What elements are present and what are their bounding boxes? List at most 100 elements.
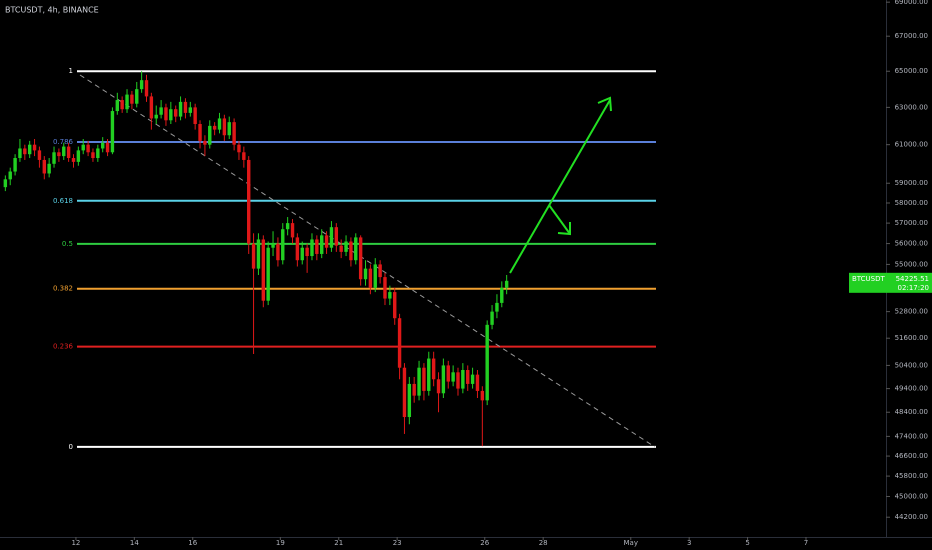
- price-label-box: [849, 272, 932, 293]
- candle-body: [354, 237, 358, 261]
- fib-label: 0.236: [53, 343, 74, 351]
- candle-body: [290, 223, 295, 238]
- candle-body: [261, 239, 266, 301]
- candle-body: [139, 80, 144, 90]
- candle-body: [485, 324, 489, 401]
- candle-body: [18, 148, 22, 159]
- x-tick-label: 28: [539, 539, 548, 547]
- candle-body: [276, 243, 280, 261]
- fib-label: 1: [69, 67, 73, 75]
- candle-body: [37, 150, 42, 160]
- x-tick-label: 3: [687, 539, 691, 547]
- candle-body: [110, 111, 115, 153]
- x-tick-label: 7: [804, 539, 808, 547]
- candle-body: [62, 146, 66, 157]
- arrow-up: [509, 96, 612, 274]
- candle-body: [310, 239, 314, 257]
- candle-body: [120, 100, 124, 110]
- candle-body: [91, 152, 95, 159]
- candle-body: [315, 239, 319, 254]
- candle-body: [100, 142, 105, 149]
- candle-body: [27, 144, 32, 155]
- candle-body: [32, 144, 37, 151]
- candle-body: [339, 245, 343, 252]
- candle-body: [222, 118, 227, 136]
- candle-body: [178, 101, 183, 117]
- candle-body: [188, 107, 193, 113]
- candle-body: [475, 374, 480, 391]
- y-tick-label: 52800.00: [895, 308, 928, 316]
- candle-body: [281, 229, 285, 261]
- candle-body: [251, 243, 256, 269]
- fib-label: 0.382: [53, 285, 73, 293]
- x-tick-label: 5: [745, 539, 749, 547]
- candle-body: [42, 159, 47, 174]
- candle-body: [500, 287, 504, 303]
- x-tick-label: 26: [480, 539, 489, 547]
- candle-body: [329, 227, 334, 248]
- symbol-label: BTCUSDT: [852, 275, 886, 283]
- candle-body: [266, 247, 270, 301]
- candle-body: [393, 292, 397, 319]
- x-tick-label: 19: [276, 539, 285, 547]
- x-tick-label: 16: [188, 539, 197, 547]
- candle-body: [149, 96, 154, 119]
- candle-body: [3, 179, 8, 188]
- candle-body: [76, 150, 81, 162]
- candle-body: [441, 365, 446, 394]
- y-tick-label: 65000.00: [895, 67, 928, 75]
- candle-body: [193, 107, 197, 125]
- y-tick-label: 55000.00: [895, 260, 928, 268]
- candle-body: [344, 241, 348, 252]
- candle-body: [431, 358, 436, 380]
- candle-body: [417, 367, 421, 396]
- candle-body: [256, 239, 261, 269]
- candle-body: [164, 107, 168, 121]
- y-tick-label: 44200.00: [895, 513, 928, 521]
- candle-body: [451, 372, 455, 382]
- candle-body: [86, 144, 90, 153]
- candle-body: [305, 247, 309, 257]
- candle-body: [57, 152, 61, 157]
- candle-body: [96, 148, 100, 159]
- candle-body: [295, 237, 300, 261]
- candle-body: [383, 277, 387, 299]
- x-tick-label: 14: [130, 539, 139, 547]
- candle-body: [427, 358, 431, 391]
- y-tick-label: 47400.00: [895, 432, 928, 440]
- y-tick-label: 48400.00: [895, 408, 928, 416]
- axes: 69000.00 67000.00 65000.00 63000.00 61000.00…: [71, 0, 932, 547]
- candle-body: [461, 370, 465, 389]
- candle-body: [203, 140, 207, 145]
- candle-body: [397, 318, 402, 368]
- candle-body: [247, 159, 251, 244]
- candle-body: [407, 383, 412, 418]
- x-tick-label: 21: [334, 539, 343, 547]
- candle-body: [13, 158, 17, 172]
- candle-body: [169, 109, 173, 121]
- trend-line: [79, 74, 656, 448]
- fib-label: 0: [69, 443, 73, 451]
- candle-body: [422, 367, 426, 391]
- y-tick-label: 59000.00: [895, 179, 928, 187]
- candle-body: [66, 146, 71, 159]
- candle-body: [208, 125, 212, 145]
- candle-body: [217, 118, 222, 130]
- candle-body: [115, 100, 120, 112]
- candle-body: [490, 311, 494, 325]
- candle-body: [324, 235, 329, 248]
- candle-body: [378, 264, 382, 278]
- y-tick-label: 58000.00: [895, 199, 928, 207]
- candle-body: [300, 247, 304, 261]
- y-tick-label: 63000.00: [895, 103, 928, 111]
- candle-body: [8, 171, 12, 180]
- candle-body: [237, 144, 241, 153]
- candle-body: [368, 268, 373, 288]
- candle-body: [446, 365, 450, 382]
- fib-label: 0.786: [53, 138, 74, 146]
- candle-body: [456, 372, 460, 389]
- candle-body: [198, 124, 202, 141]
- candle-body: [363, 268, 368, 280]
